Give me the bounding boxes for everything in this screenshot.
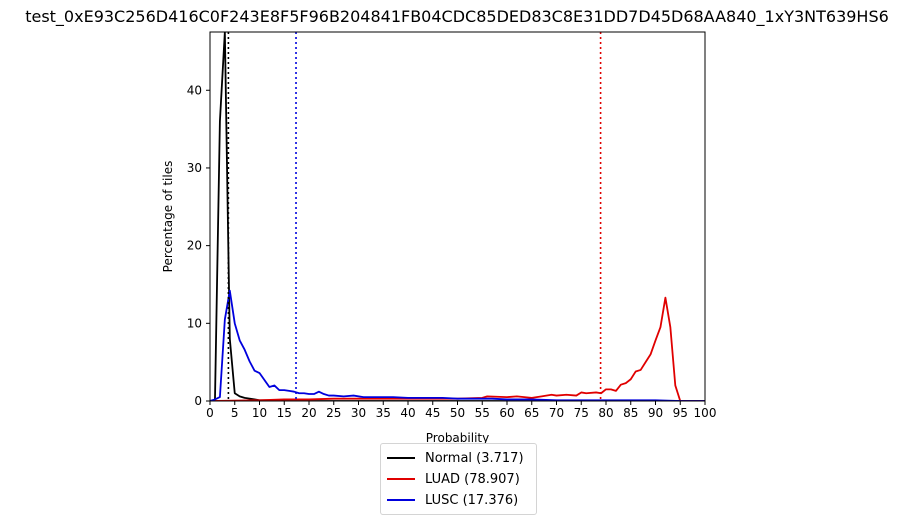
x-tick-label-1: 5 [231,406,239,420]
y-tick-label-1: 10 [187,316,202,330]
x-axis-label: Probability [426,431,489,445]
plot-frame [209,31,706,402]
x-tick-label-11: 55 [475,406,490,420]
series-line-0 [210,32,705,401]
series-line-2 [210,289,705,401]
x-tick-label-3: 15 [277,406,292,420]
legend-item-normal: Normal (3.717) [387,448,524,468]
legend-line-normal [387,457,415,459]
x-tick-label-4: 20 [301,406,316,420]
x-tick-label-16: 80 [598,406,613,420]
x-tick-label-2: 10 [252,406,267,420]
x-tick-label-10: 50 [450,406,465,420]
series-line-1 [210,296,705,401]
chart-title: test_0xE93C256D416C0F243E8F5F96B204841FB… [25,7,889,26]
legend-item-lusc: LUSC (17.376) [387,490,518,510]
legend-line-lusc [387,499,415,501]
x-tick-label-14: 70 [549,406,564,420]
legend: Normal (3.717) LUAD (78.907) LUSC (17.37… [380,443,537,515]
x-tick-label-8: 40 [400,406,415,420]
y-tick-label-4: 40 [187,83,202,97]
x-tick-label-0: 0 [206,406,214,420]
x-tick-label-17: 85 [623,406,638,420]
legend-item-luad: LUAD (78.907) [387,469,520,489]
x-tick-label-19: 95 [673,406,688,420]
legend-label-luad: LUAD (78.907) [425,471,520,487]
legend-label-normal: Normal (3.717) [425,450,524,466]
x-tick-label-7: 35 [376,406,391,420]
x-tick-label-6: 30 [351,406,366,420]
legend-label-lusc: LUSC (17.376) [425,492,519,508]
x-tick-label-20: 100 [694,406,717,420]
y-tick-label-2: 20 [187,239,202,253]
x-tick-label-9: 45 [425,406,440,420]
x-tick-label-18: 90 [648,406,663,420]
y-tick-label-0: 0 [194,394,202,408]
x-tick-label-13: 65 [524,406,539,420]
y-axis-label: Percentage of tiles [161,161,175,273]
y-tick-label-3: 30 [187,161,202,175]
x-tick-label-15: 75 [574,406,589,420]
x-tick-label-5: 25 [326,406,341,420]
legend-line-luad [387,478,415,480]
x-tick-label-12: 60 [499,406,514,420]
